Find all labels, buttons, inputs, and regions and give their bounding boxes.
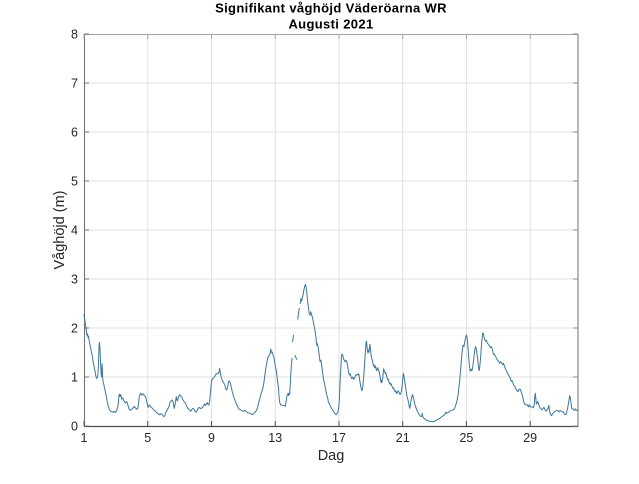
svg-text:1: 1 [71, 370, 78, 384]
svg-text:Dag: Dag [318, 448, 345, 464]
svg-text:3: 3 [71, 272, 78, 286]
svg-text:9: 9 [208, 431, 215, 445]
svg-text:5: 5 [71, 174, 78, 188]
svg-text:1: 1 [81, 431, 88, 445]
svg-text:17: 17 [332, 431, 346, 445]
svg-text:6: 6 [71, 125, 78, 139]
svg-text:7: 7 [71, 76, 78, 90]
svg-text:8: 8 [71, 27, 78, 41]
svg-text:4: 4 [71, 223, 78, 237]
svg-text:25: 25 [459, 431, 473, 445]
svg-text:2: 2 [71, 321, 78, 335]
svg-text:Signifikant våghöjd Väderöarna: Signifikant våghöjd Väderöarna WR [215, 1, 447, 16]
svg-text:29: 29 [523, 431, 537, 445]
svg-text:13: 13 [268, 431, 282, 445]
svg-text:Våghöjd (m): Våghöjd (m) [52, 191, 68, 270]
svg-text:Augusti 2021: Augusti 2021 [288, 17, 373, 32]
svg-text:0: 0 [71, 419, 78, 433]
svg-text:5: 5 [144, 431, 151, 445]
svg-text:21: 21 [396, 431, 410, 445]
